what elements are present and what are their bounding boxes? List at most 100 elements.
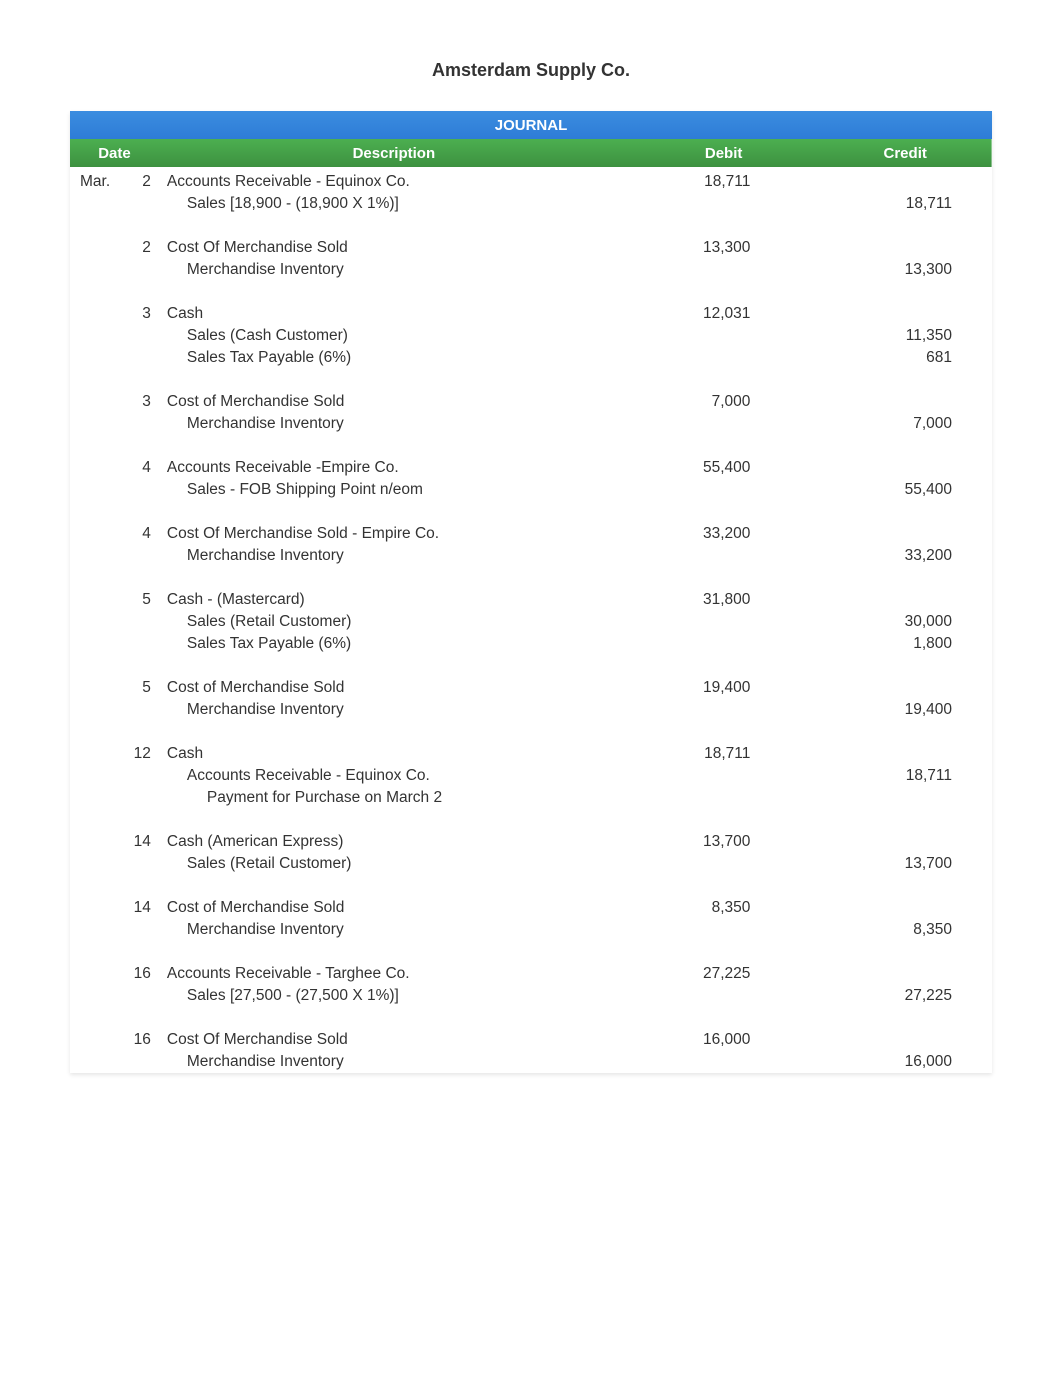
month-cell: [70, 1029, 123, 1051]
spacer-row: [70, 435, 992, 457]
description-cell: Merchandise Inventory: [159, 919, 629, 941]
debit-cell: [629, 347, 811, 369]
month-cell: [70, 479, 123, 501]
description-cell: Cost Of Merchandise Sold: [159, 237, 629, 259]
month-cell: [70, 193, 123, 215]
day-cell: 14: [123, 831, 159, 853]
debit-cell: 7,000: [629, 391, 811, 413]
month-cell: [70, 699, 123, 721]
debit-cell: [629, 611, 811, 633]
description-cell: Merchandise Inventory: [159, 1051, 629, 1073]
month-cell: Mar.: [70, 167, 123, 193]
day-cell: [123, 413, 159, 435]
credit-cell: [810, 167, 992, 193]
debit-cell: [629, 765, 811, 787]
description-cell: Sales (Cash Customer): [159, 325, 629, 347]
day-cell: 3: [123, 303, 159, 325]
debit-cell: [629, 479, 811, 501]
month-cell: [70, 237, 123, 259]
debit-cell: [629, 325, 811, 347]
journal-row: 5Cash - (Mastercard)31,800: [70, 589, 992, 611]
credit-cell: 11,350: [810, 325, 992, 347]
day-cell: [123, 545, 159, 567]
debit-cell: 18,711: [629, 167, 811, 193]
day-cell: 5: [123, 677, 159, 699]
description-cell: Merchandise Inventory: [159, 413, 629, 435]
journal-title: JOURNAL: [70, 111, 992, 139]
debit-cell: 31,800: [629, 589, 811, 611]
description-cell: Accounts Receivable - Equinox Co.: [159, 765, 629, 787]
debit-cell: 8,350: [629, 897, 811, 919]
credit-cell: 8,350: [810, 919, 992, 941]
month-cell: [70, 919, 123, 941]
company-title: Amsterdam Supply Co.: [70, 60, 992, 81]
journal-row: Sales - FOB Shipping Point n/eom55,400: [70, 479, 992, 501]
day-cell: 4: [123, 523, 159, 545]
journal-row: Sales Tax Payable (6%)1,800: [70, 633, 992, 655]
debit-cell: [629, 1051, 811, 1073]
day-cell: [123, 193, 159, 215]
journal-row: 12Cash18,711: [70, 743, 992, 765]
month-cell: [70, 743, 123, 765]
header-description: Description: [159, 139, 629, 167]
debit-cell: [629, 193, 811, 215]
debit-cell: [629, 259, 811, 281]
credit-cell: [810, 963, 992, 985]
description-cell: Sales Tax Payable (6%): [159, 347, 629, 369]
day-cell: 16: [123, 1029, 159, 1051]
journal-row: Merchandise Inventory7,000: [70, 413, 992, 435]
journal-row: 2Cost Of Merchandise Sold13,300: [70, 237, 992, 259]
credit-cell: 30,000: [810, 611, 992, 633]
journal-row: Merchandise Inventory13,300: [70, 259, 992, 281]
journal-row: Sales (Retail Customer)30,000: [70, 611, 992, 633]
month-cell: [70, 853, 123, 875]
description-cell: Cash - (Mastercard): [159, 589, 629, 611]
journal-row: 4Cost Of Merchandise Sold - Empire Co.33…: [70, 523, 992, 545]
credit-cell: [810, 787, 992, 809]
journal-row: Merchandise Inventory16,000: [70, 1051, 992, 1073]
journal-row: Merchandise Inventory33,200: [70, 545, 992, 567]
description-cell: Accounts Receivable - Targhee Co.: [159, 963, 629, 985]
journal-row: 14Cost of Merchandise Sold8,350: [70, 897, 992, 919]
month-cell: [70, 677, 123, 699]
header-date: Date: [70, 139, 159, 167]
journal-table: JOURNAL Date Description Debit Credit Ma…: [70, 111, 992, 1073]
credit-cell: [810, 523, 992, 545]
credit-cell: 27,225: [810, 985, 992, 1007]
debit-cell: [629, 633, 811, 655]
day-cell: 16: [123, 963, 159, 985]
day-cell: [123, 611, 159, 633]
journal-row: 5Cost of Merchandise Sold19,400: [70, 677, 992, 699]
spacer-row: [70, 941, 992, 963]
spacer-row: [70, 721, 992, 743]
description-cell: Merchandise Inventory: [159, 699, 629, 721]
description-cell: Merchandise Inventory: [159, 259, 629, 281]
description-cell: Sales [18,900 - (18,900 X 1%)]: [159, 193, 629, 215]
day-cell: 14: [123, 897, 159, 919]
credit-cell: 13,700: [810, 853, 992, 875]
day-cell: 5: [123, 589, 159, 611]
debit-cell: 16,000: [629, 1029, 811, 1051]
credit-cell: [810, 831, 992, 853]
credit-cell: [810, 1029, 992, 1051]
day-cell: [123, 765, 159, 787]
description-cell: Cost Of Merchandise Sold - Empire Co.: [159, 523, 629, 545]
month-cell: [70, 457, 123, 479]
journal-row: Sales [18,900 - (18,900 X 1%)]18,711: [70, 193, 992, 215]
description-cell: Cost Of Merchandise Sold: [159, 1029, 629, 1051]
day-cell: 3: [123, 391, 159, 413]
description-cell: Merchandise Inventory: [159, 545, 629, 567]
description-cell: Accounts Receivable - Equinox Co.: [159, 167, 629, 193]
journal-row: Sales (Cash Customer) 11,350: [70, 325, 992, 347]
month-cell: [70, 831, 123, 853]
day-cell: 2: [123, 167, 159, 193]
spacer-row: [70, 501, 992, 523]
day-cell: 4: [123, 457, 159, 479]
description-cell: Cost of Merchandise Sold: [159, 391, 629, 413]
debit-cell: [629, 919, 811, 941]
debit-cell: 18,711: [629, 743, 811, 765]
description-cell: Sales Tax Payable (6%): [159, 633, 629, 655]
month-cell: [70, 303, 123, 325]
month-cell: [70, 1051, 123, 1073]
credit-cell: [810, 677, 992, 699]
